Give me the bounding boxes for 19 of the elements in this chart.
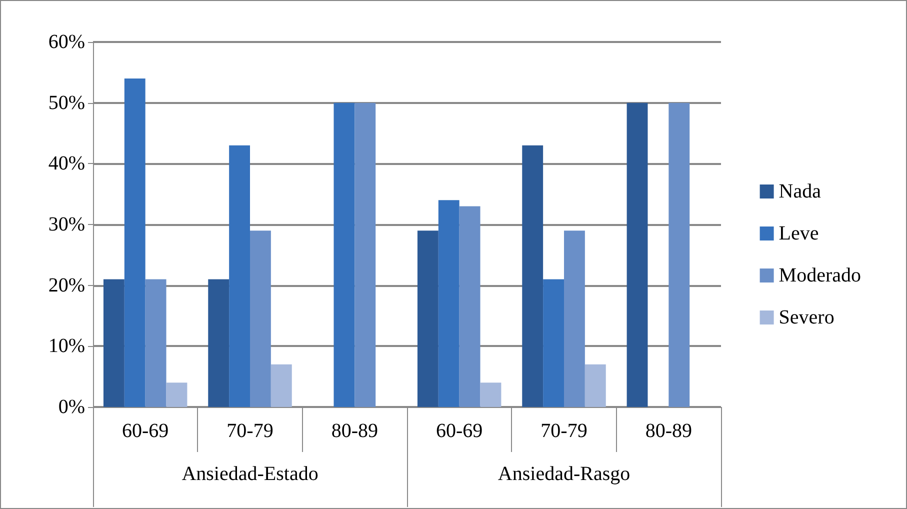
legend-label: Nada	[778, 180, 822, 202]
text: Ansiedad-Estado	[182, 463, 318, 485]
x-tick-label: 60-69	[122, 420, 169, 442]
legend-label: Leve	[778, 222, 819, 244]
y-tick-label: 60%	[48, 31, 85, 53]
y-tick-label: 30%	[48, 214, 85, 236]
x-tick-label: 80-89	[331, 420, 378, 442]
y-tick-label: 10%	[48, 335, 85, 358]
x-tick-label: 70-79	[540, 420, 588, 442]
y-tick-label: 50%	[48, 92, 85, 114]
text: Ansiedad-Rasgo	[498, 463, 630, 485]
x-tick-label: 70-79	[226, 420, 274, 442]
y-tick-label: 20%	[48, 274, 85, 296]
x-tick-label: 60-69	[436, 420, 483, 442]
legend-label: Severo	[778, 306, 834, 328]
x-tick-label: 80-89	[645, 420, 692, 442]
y-tick-label: 40%	[48, 152, 85, 175]
legend-label: Moderado	[778, 264, 862, 286]
y-tick-label: 0%	[58, 396, 85, 418]
